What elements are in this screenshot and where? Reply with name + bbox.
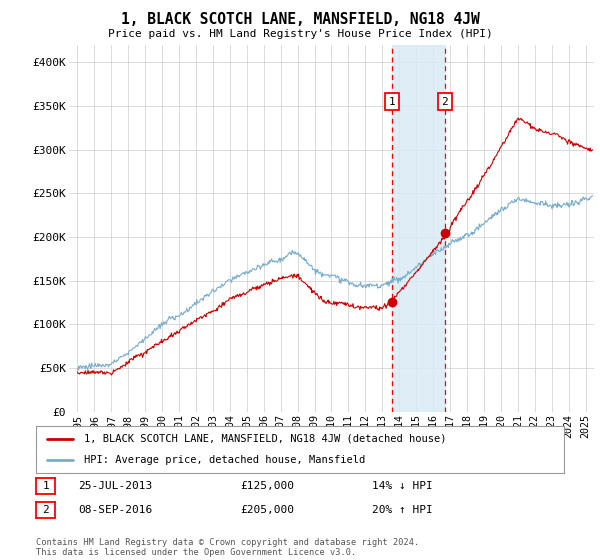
Text: 2: 2 (42, 505, 49, 515)
Text: 20% ↑ HPI: 20% ↑ HPI (372, 505, 433, 515)
Text: 25-JUL-2013: 25-JUL-2013 (78, 481, 152, 491)
Text: 1, BLACK SCOTCH LANE, MANSFIELD, NG18 4JW (detached house): 1, BLACK SCOTCH LANE, MANSFIELD, NG18 4J… (83, 434, 446, 444)
Bar (392, 45, 445, 412)
Text: Contains HM Land Registry data © Crown copyright and database right 2024.
This d: Contains HM Land Registry data © Crown c… (36, 538, 419, 557)
Text: 1: 1 (42, 481, 49, 491)
Text: 2: 2 (442, 96, 448, 106)
Text: 08-SEP-2016: 08-SEP-2016 (78, 505, 152, 515)
Text: £125,000: £125,000 (240, 481, 294, 491)
Text: 1: 1 (389, 96, 395, 106)
Text: £205,000: £205,000 (240, 505, 294, 515)
Text: HPI: Average price, detached house, Mansfield: HPI: Average price, detached house, Mans… (83, 455, 365, 465)
Text: 14% ↓ HPI: 14% ↓ HPI (372, 481, 433, 491)
Text: 1, BLACK SCOTCH LANE, MANSFIELD, NG18 4JW: 1, BLACK SCOTCH LANE, MANSFIELD, NG18 4J… (121, 12, 479, 27)
Text: Price paid vs. HM Land Registry's House Price Index (HPI): Price paid vs. HM Land Registry's House … (107, 29, 493, 39)
